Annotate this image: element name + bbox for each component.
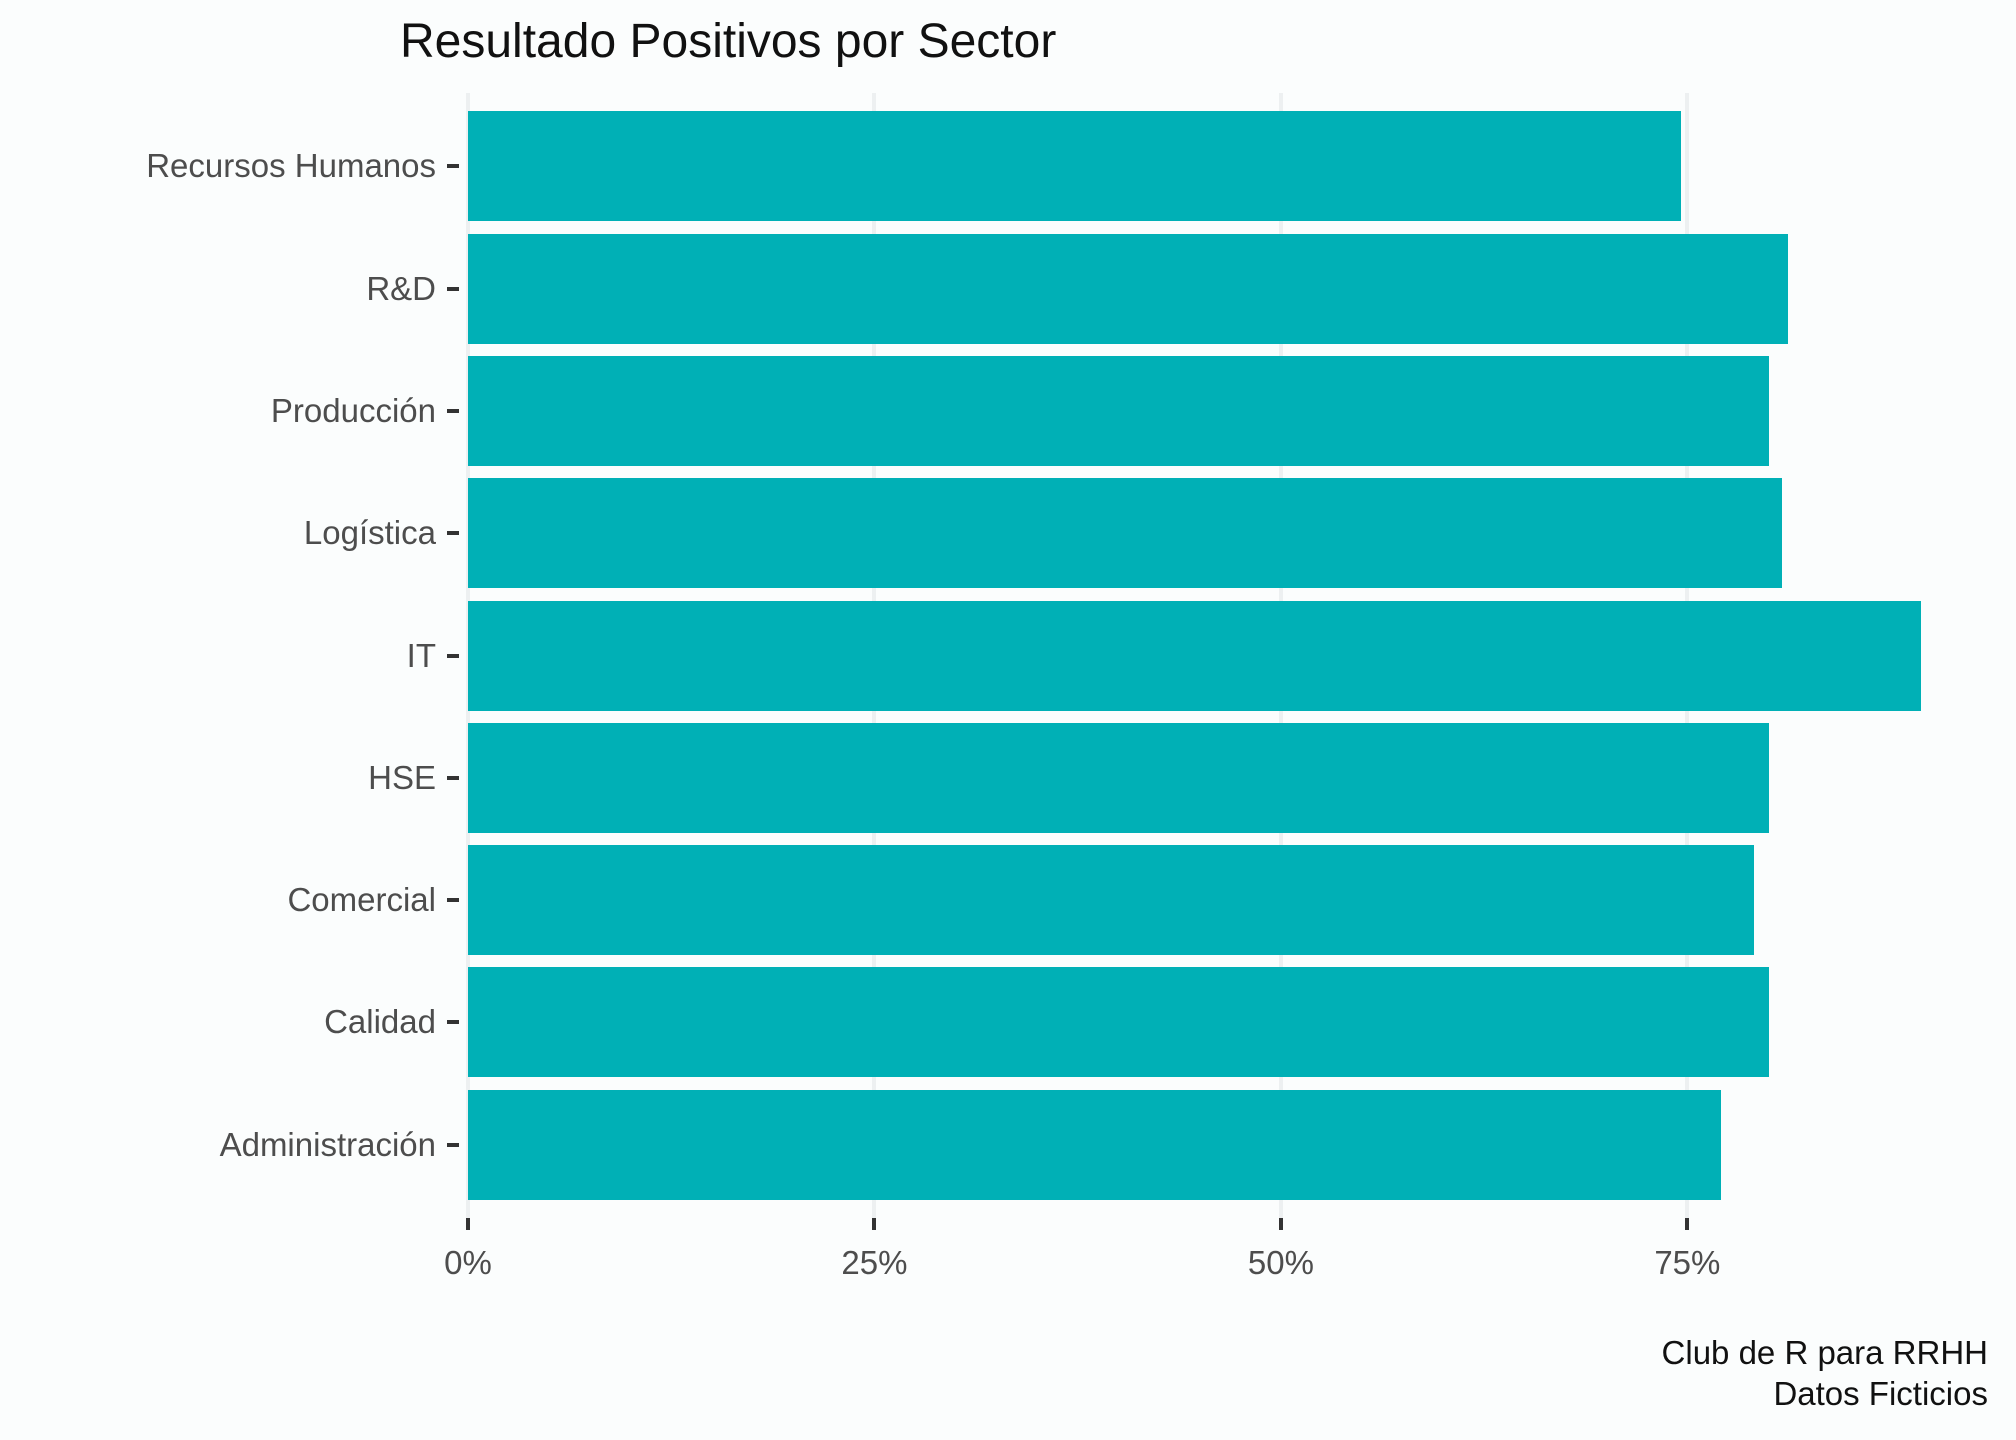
y-axis-tick-logistica [447, 531, 459, 536]
x-axis-tick-75% [1685, 1218, 1690, 1230]
x-axis-tick-0% [466, 1218, 470, 1230]
y-axis-label-produccion: Producción [270, 391, 436, 429]
y-axis-label-calidad: Calidad [324, 1003, 436, 1041]
y-axis-tick-produccion [447, 408, 459, 413]
chart-title: Resultado Positivos por Sector [400, 15, 1057, 68]
bar-comercial [468, 845, 1754, 955]
y-axis-label-r-d: R&D [366, 269, 436, 307]
y-axis-label-comercial: Comercial [287, 881, 436, 919]
y-axis-tick-recursos-humanos [447, 164, 459, 169]
y-axis-tick-comercial [447, 898, 459, 903]
y-axis-label-logistica: Logística [303, 514, 436, 552]
bar-hse [468, 723, 1769, 833]
y-axis-label-administracion: Administración [219, 1125, 436, 1163]
x-axis-label-25%: 25% [841, 1244, 908, 1281]
caption-line-1: Club de R para RRHH [1661, 1334, 1988, 1371]
bar-calidad [468, 967, 1769, 1077]
bar-logistica [468, 478, 1782, 588]
y-axis-tick-r-d [447, 286, 459, 291]
x-axis-label-50%: 50% [1247, 1244, 1314, 1281]
caption-line-2: Datos Ficticios [1773, 1375, 1988, 1412]
bar-administracion [468, 1090, 1721, 1200]
x-axis-tick-25% [872, 1218, 877, 1230]
bar-recursos-humanos [468, 111, 1681, 221]
bar-it [468, 601, 1921, 711]
bar-r-d [468, 234, 1788, 344]
y-axis-tick-administracion [447, 1142, 459, 1147]
y-axis-tick-it [447, 653, 459, 658]
y-axis-label-it: IT [406, 636, 436, 674]
y-axis-tick-hse [447, 775, 459, 780]
chart-caption: Club de R para RRHH Datos Ficticios [1662, 1332, 1988, 1414]
y-axis-label-hse: HSE [368, 758, 436, 796]
bar-produccion [468, 356, 1769, 466]
x-axis-label-0%: 0% [444, 1244, 492, 1281]
x-axis-label-75%: 75% [1654, 1244, 1721, 1281]
x-axis-tick-50% [1278, 1218, 1283, 1230]
y-axis-tick-calidad [447, 1020, 459, 1025]
y-axis-label-recursos-humanos: Recursos Humanos [146, 147, 436, 185]
